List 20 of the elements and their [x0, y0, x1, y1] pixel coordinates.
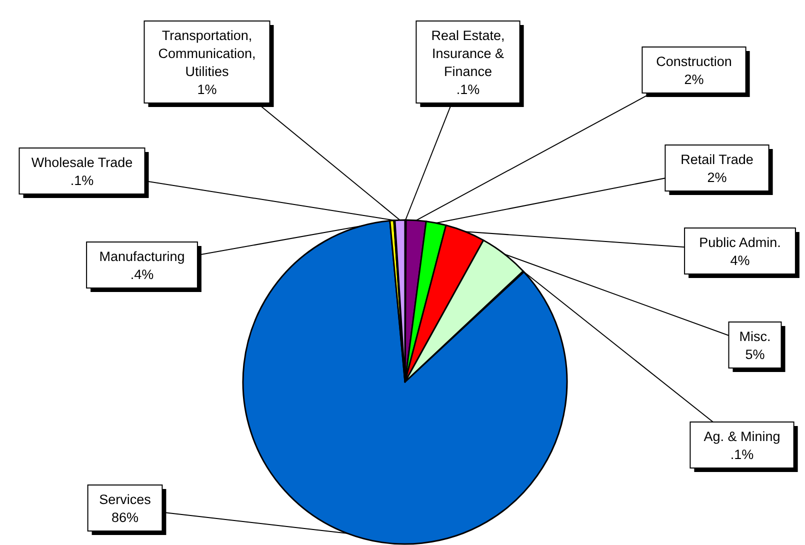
slice-label: Wholesale Trade [31, 155, 133, 170]
data-label: 4% [730, 253, 750, 268]
data-label: 2% [684, 72, 704, 87]
data-label: 2% [707, 170, 727, 185]
slice-label: Real Estate, Insurance & Finance [431, 28, 505, 79]
slice-label: Retail Trade [680, 152, 754, 167]
data-label: .1% [456, 82, 480, 97]
slice-label: Transportation, Communication, Utilities [158, 28, 256, 79]
slice-label: Construction [656, 54, 732, 69]
data-label: .1% [70, 173, 94, 188]
slice-label: Public Admin. [699, 235, 781, 250]
slice-label: Manufacturing [99, 249, 185, 264]
slice-label: Services [99, 492, 152, 507]
data-label: .1% [730, 447, 754, 462]
slice-label: Misc. [739, 329, 771, 344]
data-label: 5% [745, 347, 765, 362]
data-label: .4% [130, 267, 154, 282]
data-label: 86% [111, 510, 139, 525]
data-label: 1% [197, 82, 217, 97]
slice-label: Ag. & Mining [704, 429, 780, 444]
